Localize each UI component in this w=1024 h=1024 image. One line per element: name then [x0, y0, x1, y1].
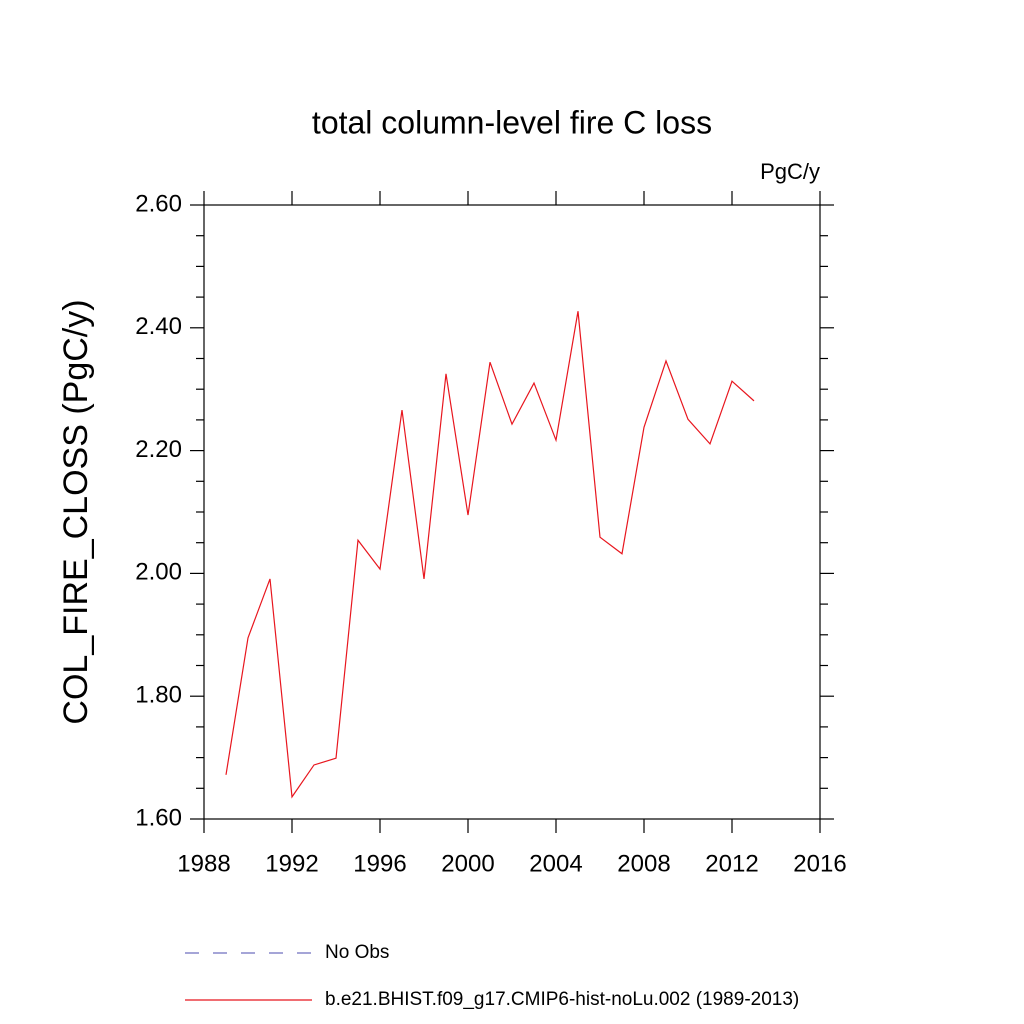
y-tick-label: 2.00 — [135, 559, 182, 586]
x-tick-label: 1988 — [177, 850, 230, 877]
y-tick-label: 2.60 — [135, 190, 182, 217]
x-tick-label: 1992 — [265, 850, 318, 877]
data-line — [225, 311, 755, 799]
x-tick-label: 2004 — [529, 850, 582, 877]
y-tick-label: 2.40 — [135, 313, 182, 340]
legend-label: No Obs — [325, 942, 389, 963]
x-tick-label: 2008 — [617, 850, 670, 877]
x-tick-label: 2012 — [705, 850, 758, 877]
x-tick-label: 2000 — [441, 850, 494, 877]
chart-title: total column-level fire C loss — [312, 104, 712, 140]
x-tick-label: 1996 — [353, 850, 406, 877]
x-tick-label: 2016 — [793, 850, 846, 877]
units-label: PgC/y — [760, 159, 820, 184]
y-tick-label: 1.60 — [135, 804, 182, 831]
legend-label: b.e21.BHIST.f09_g17.CMIP6-hist-noLu.002 … — [325, 989, 799, 1010]
y-axis-label: COL_FIRE_CLOSS (PgC/y) — [57, 299, 95, 724]
y-tick-label: 1.80 — [135, 682, 182, 709]
plot-frame — [203, 204, 821, 820]
y-tick-label: 2.20 — [135, 436, 182, 463]
